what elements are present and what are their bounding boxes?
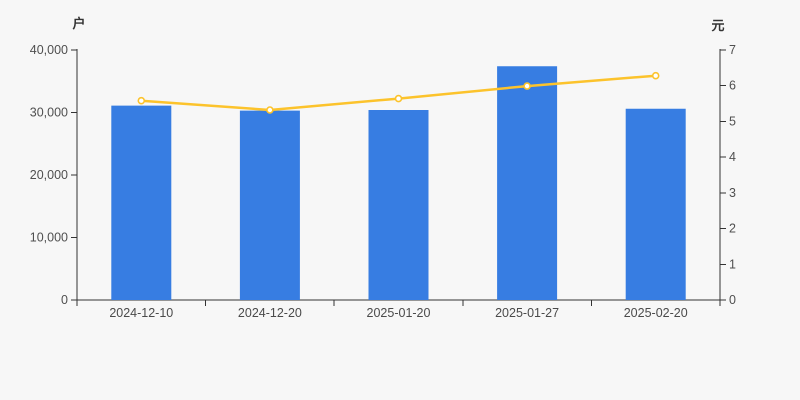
right-axis-tick-label: 2	[729, 222, 736, 236]
right-axis-tick-label: 1	[729, 257, 736, 271]
x-axis-category-label: 2025-01-27	[495, 306, 559, 320]
left-axis-tick-label: 40,000	[30, 43, 68, 57]
line-marker-2025-01-27[interactable]	[523, 82, 531, 90]
line-marker-2024-12-20[interactable]	[266, 106, 274, 114]
x-axis-category-label: 2024-12-20	[238, 306, 302, 320]
left-axis-tick-label: 20,000	[30, 168, 68, 182]
right-axis-tick-label: 5	[729, 114, 736, 128]
x-axis-category-label: 2025-02-20	[624, 306, 688, 320]
line-marker-2025-01-20[interactable]	[394, 94, 403, 103]
bar-2024-12-10[interactable]	[111, 105, 172, 300]
bar-2025-01-20[interactable]	[368, 110, 429, 300]
right-axis-tick-label: 6	[729, 79, 736, 93]
left-axis-tick-label: 30,000	[30, 106, 68, 120]
bar-2025-01-27[interactable]	[497, 66, 558, 300]
x-axis-category-label: 2025-01-20	[367, 306, 431, 320]
right-axis-tick-label: 7	[729, 43, 736, 57]
bar-2024-12-20[interactable]	[239, 110, 300, 300]
line-series	[140, 74, 657, 112]
x-axis-category-label: 2024-12-10	[109, 306, 173, 320]
line-marker-2025-02-20[interactable]	[651, 71, 660, 80]
right-axis-tick-label: 0	[729, 293, 736, 307]
line-marker-2024-12-10[interactable]	[137, 96, 146, 105]
right-axis-tick-label: 4	[729, 150, 736, 164]
left-axis-tick-label: 0	[61, 293, 68, 307]
bar-2025-02-20[interactable]	[625, 108, 686, 300]
left-axis-tick-label: 10,000	[30, 231, 68, 245]
left-axis-title: 户	[72, 16, 86, 31]
right-axis-title: 元	[711, 18, 725, 33]
right-axis-tick-label: 3	[729, 186, 736, 200]
